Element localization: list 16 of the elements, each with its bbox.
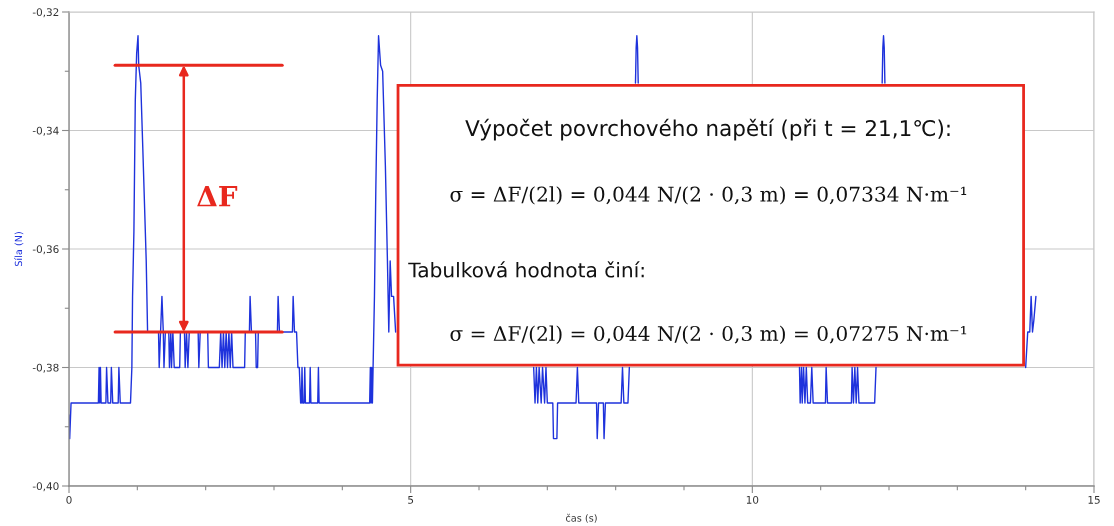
x-tick-label: 5 (408, 496, 414, 504)
annotation: σ = ΔF/(2l) = 0,044 N/(2 · 0,3 m) = 0,07334 N·m⁻¹ (450, 186, 967, 205)
x-axis-title: čas (s) (565, 513, 597, 523)
y-tick-label: -0,34 (32, 126, 59, 136)
annotation: σ = ΔF/(2l) = 0,044 N/(2 · 0,3 m) = 0,07275 N·m⁻¹ (450, 325, 967, 344)
x-tick-label: 10 (746, 495, 759, 504)
x-tick-label: 0 (66, 495, 72, 504)
y-axis-title: Síla (N) (14, 232, 24, 267)
y-tick-label: -0,36 (32, 245, 59, 255)
y-tick-label: -0,40 (32, 482, 59, 492)
annotation: Výpočet povrchového napětí (při t = 21,1℃): (465, 118, 950, 141)
annotation: ΔF (197, 186, 238, 207)
annotation: Tabulková hodnota činí: (408, 261, 644, 278)
y-tick-label: -0,32 (32, 8, 59, 18)
x-tick-label: 15 (1088, 496, 1100, 504)
y-tick-label: -0,38 (32, 363, 59, 373)
